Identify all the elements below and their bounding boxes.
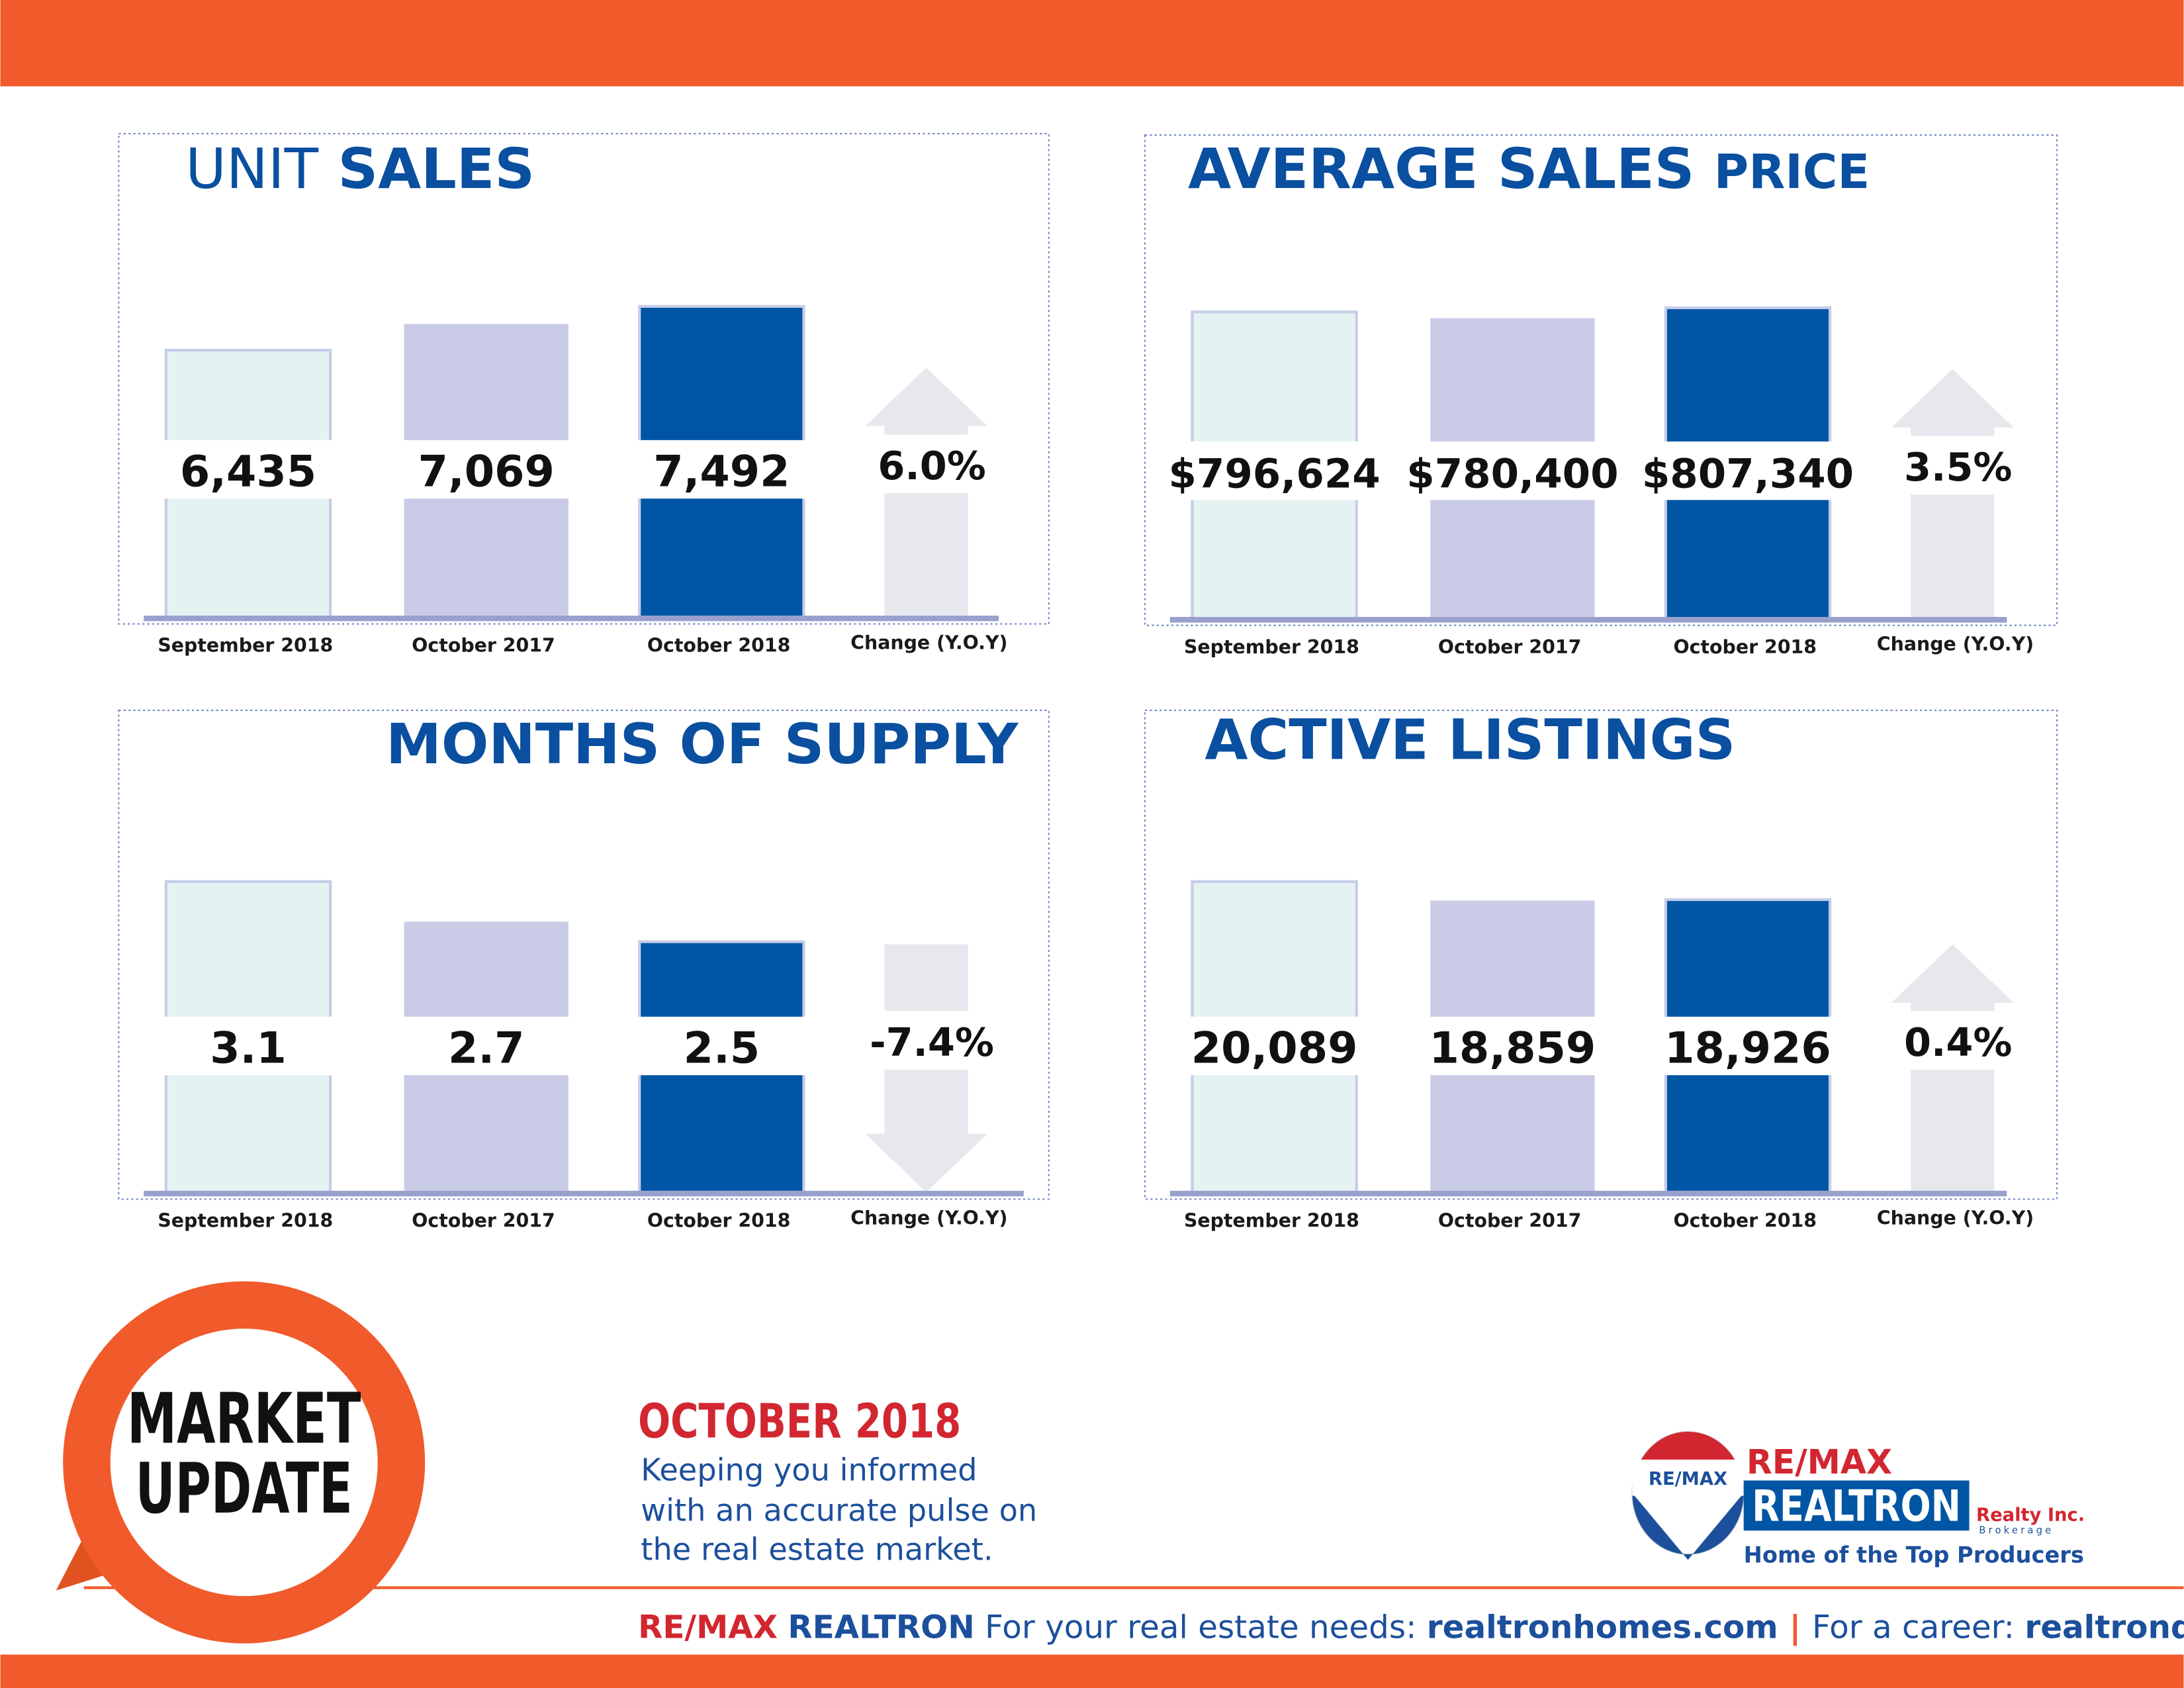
category-label: October 2018: [647, 1210, 791, 1232]
category-label: September 2018: [1184, 1210, 1359, 1232]
footer-name: REALTRON: [788, 1609, 974, 1646]
balloon-text: RE/MAX: [1649, 1469, 1727, 1489]
label-backdrop: [1886, 1011, 2020, 1070]
tagline: the real estate market.: [641, 1531, 993, 1567]
footer-brand: RE/MAX: [638, 1609, 778, 1646]
title-part: UNIT: [185, 136, 318, 201]
value-label: 3.1: [210, 1023, 287, 1073]
panel-border: [1144, 134, 2058, 626]
top-bar: [0, 0, 2184, 87]
panel-border: [118, 709, 1050, 1200]
title-part: SALES: [338, 136, 535, 201]
title-part: PRICE: [1714, 144, 1870, 199]
category-label: Change (Y.O.Y): [850, 1207, 1007, 1229]
footer-link: realtrondirect.com: [2025, 1609, 2184, 1646]
label-backdrop: [633, 1016, 809, 1076]
chart-title: AVERAGE SALES PRICE: [1188, 136, 1870, 201]
footer-text: For a career:: [1812, 1609, 2015, 1646]
value-label: 6,435: [180, 446, 316, 496]
change-label: 6.0%: [878, 443, 985, 489]
logo-brand: RE/MAX: [1747, 1442, 1892, 1481]
chart: MONTHS OF SUPPLY 3.1 September 2018 2.7 Octo…: [118, 709, 1050, 1232]
value-label: 2.7: [448, 1023, 525, 1073]
change-label: -7.4%: [870, 1019, 994, 1065]
category-label: October 2018: [1673, 636, 1817, 658]
value-label: 7,492: [653, 446, 790, 496]
logo-suffix: Realty Inc.: [1976, 1505, 2085, 1526]
tagline: with an accurate pulse on: [641, 1493, 1037, 1528]
label-backdrop: [859, 1011, 993, 1070]
chart: AVERAGE SALES PRICE $796,624 September 2018…: [1144, 134, 2058, 658]
label-backdrop: [1187, 1016, 1363, 1076]
category-label: October 2018: [1673, 1210, 1817, 1232]
title-part: ACTIVE LISTINGS: [1205, 708, 1735, 773]
label-backdrop: [1660, 1016, 1836, 1076]
footer-link: realtronhomes.com: [1427, 1609, 1778, 1646]
panel-border: [1144, 709, 2058, 1200]
tagline: Keeping you informed: [641, 1452, 977, 1488]
category-label: September 2018: [158, 1210, 333, 1232]
title-part: AVERAGE SALES: [1188, 136, 1694, 201]
label-backdrop: [1886, 436, 2020, 494]
label-backdrop: [1424, 441, 1600, 500]
label-backdrop: [160, 440, 336, 499]
category-label: Change (Y.O.Y): [1877, 1207, 2034, 1229]
panel-border: [118, 132, 1050, 625]
label-backdrop: [398, 440, 574, 499]
bottom-bar: [0, 1654, 2184, 1688]
value-label: 18,859: [1430, 1023, 1596, 1073]
category-label: September 2018: [158, 635, 333, 657]
footer-text: For your real estate needs:: [985, 1609, 1416, 1646]
chart: ACTIVE LISTINGS 20,089 September 2018 18,85…: [1144, 708, 2058, 1232]
change-label: 0.4%: [1904, 1019, 2012, 1065]
market-badge: MARKET UPDATE: [56, 1281, 426, 1644]
title-part: MONTHS OF SUPPLY: [386, 712, 1019, 776]
value-label: $780,400: [1406, 450, 1618, 497]
label-backdrop: [398, 1016, 574, 1076]
label-backdrop: [1660, 441, 1836, 500]
label-backdrop: [859, 434, 993, 493]
category-label: October 2017: [412, 1210, 555, 1232]
chart-title: MONTHS OF SUPPLY: [386, 712, 1019, 776]
chart-title: UNIT SALES: [185, 136, 535, 201]
label-backdrop: [633, 440, 809, 499]
category-label: September 2018: [1184, 636, 1359, 658]
badge-text: MARKET: [127, 1378, 361, 1460]
category-label: Change (Y.O.Y): [1877, 633, 2034, 655]
category-label: October 2017: [1438, 1210, 1582, 1232]
footer-line: RE/MAX REALTRON For your real estate nee…: [638, 1609, 2184, 1646]
logo-name: REALTRON: [1752, 1481, 1961, 1532]
category-label: October 2017: [412, 635, 555, 657]
label-backdrop: [1424, 1016, 1600, 1076]
label-backdrop: [160, 1016, 336, 1076]
badge-text: UPDATE: [136, 1448, 353, 1529]
label-backdrop: [1187, 441, 1363, 500]
logo: RE/MAX RE/MAX REALTRON Realty Inc. Broke…: [1631, 1430, 2085, 1568]
heading: OCTOBER 2018: [638, 1393, 961, 1448]
chart-title: ACTIVE LISTINGS: [1205, 708, 1735, 773]
logo-slogan: Home of the Top Producers: [1744, 1542, 2084, 1568]
value-label: $796,624: [1168, 450, 1380, 497]
chart: UNIT SALES 6,435 September 2018 7,069 October…: [118, 132, 1050, 657]
value-label: 7,069: [418, 446, 555, 496]
change-label: 3.5%: [1904, 444, 2012, 490]
category-label: Change (Y.O.Y): [850, 632, 1007, 653]
logo-sub: Brokerage: [1979, 1524, 2054, 1536]
value-label: $807,340: [1642, 450, 1854, 497]
value-label: 20,089: [1191, 1023, 1358, 1073]
value-label: 2.5: [684, 1023, 760, 1073]
category-label: October 2017: [1438, 636, 1582, 658]
value-label: 18,926: [1664, 1023, 1831, 1073]
category-label: October 2018: [647, 635, 791, 657]
